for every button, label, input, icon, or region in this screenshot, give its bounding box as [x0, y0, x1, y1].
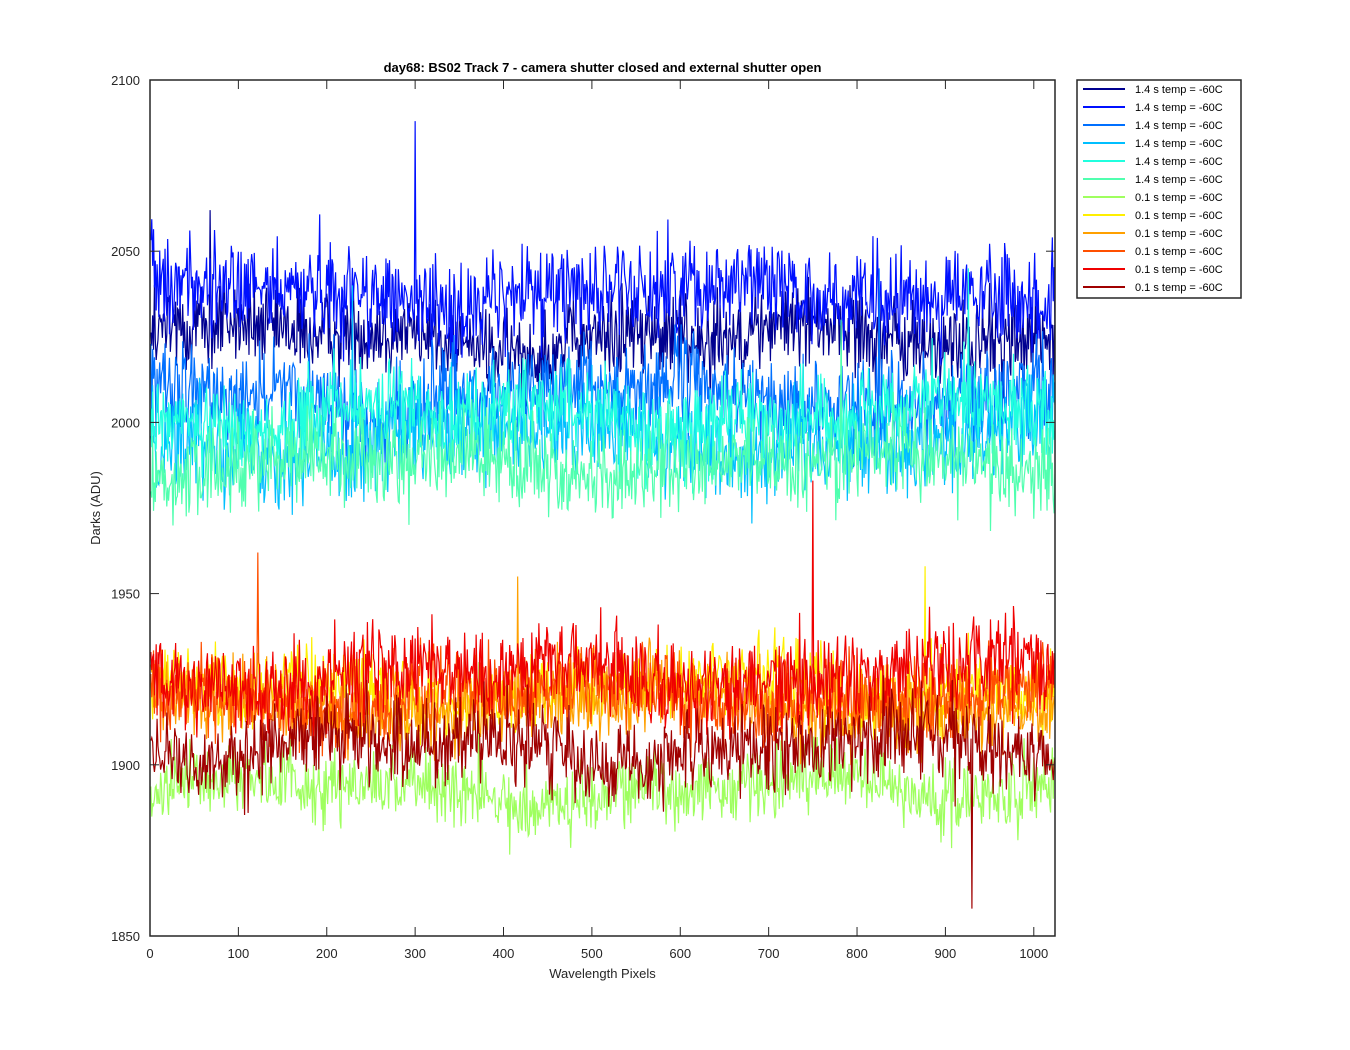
y-tick-label: 2000 [111, 415, 140, 430]
x-axis-label: Wavelength Pixels [549, 966, 656, 981]
x-tick-label: 100 [228, 946, 250, 961]
legend: 1.4 s temp = -60C 1.4 s temp = -60C 1.4 s … [1076, 79, 1242, 299]
chart-title: day68: BS02 Track 7 - camera shutter clo… [384, 60, 822, 75]
y-axis: 1850 1900 1950 2000 2050 2100 [111, 73, 1055, 944]
x-tick-label: 600 [669, 946, 691, 961]
x-tick-label: 500 [581, 946, 603, 961]
legend-entry-label: 0.1 s temp = -60C [1135, 228, 1223, 240]
legend-entry-label: 0.1 s temp = -60C [1135, 282, 1223, 294]
x-tick-label: 900 [935, 946, 957, 961]
series-line-11 [150, 480, 1055, 743]
y-tick-label: 1950 [111, 587, 140, 602]
legend-box [1076, 79, 1242, 299]
axes-frame [149, 79, 1056, 937]
series-line-6 [150, 319, 1055, 531]
series-line-12 [150, 675, 1055, 909]
legend-entry-label: 1.4 s temp = -60C [1135, 102, 1223, 114]
x-tick-label: 200 [316, 946, 338, 961]
legend-entry-label: 1.4 s temp = -60C [1135, 174, 1223, 186]
x-tick-label: 0 [146, 946, 153, 961]
y-axis-label: Darks (ADU) [88, 471, 103, 545]
legend-entry-label: 1.4 s temp = -60C [1135, 138, 1223, 150]
legend-entry-label: 1.4 s temp = -60C [1135, 84, 1223, 96]
series-line-2 [150, 121, 1055, 365]
x-tick-label: 400 [493, 946, 515, 961]
y-tick-label: 2100 [111, 73, 140, 88]
x-tick-label: 800 [846, 946, 868, 961]
legend-entry-label: 1.4 s temp = -60C [1135, 120, 1223, 132]
legend-entry-label: 0.1 s temp = -60C [1135, 192, 1223, 204]
plot-area [150, 121, 1055, 909]
y-tick-label: 1850 [111, 929, 140, 944]
legend-entry-label: 0.1 s temp = -60C [1135, 210, 1223, 222]
y-tick-label: 2050 [111, 244, 140, 259]
legend-entry-label: 0.1 s temp = -60C [1135, 246, 1223, 258]
legend-entry-label: 0.1 s temp = -60C [1135, 264, 1223, 276]
x-tick-label: 1000 [1019, 946, 1048, 961]
x-tick-label: 300 [404, 946, 426, 961]
x-tick-label: 700 [758, 946, 780, 961]
x-axis: 0 100 200 300 400 500 600 700 800 900 1000 [146, 80, 1048, 961]
legend-entry-label: 1.4 s temp = -60C [1135, 156, 1223, 168]
y-tick-label: 1900 [111, 758, 140, 773]
axes-box [149, 79, 1056, 937]
